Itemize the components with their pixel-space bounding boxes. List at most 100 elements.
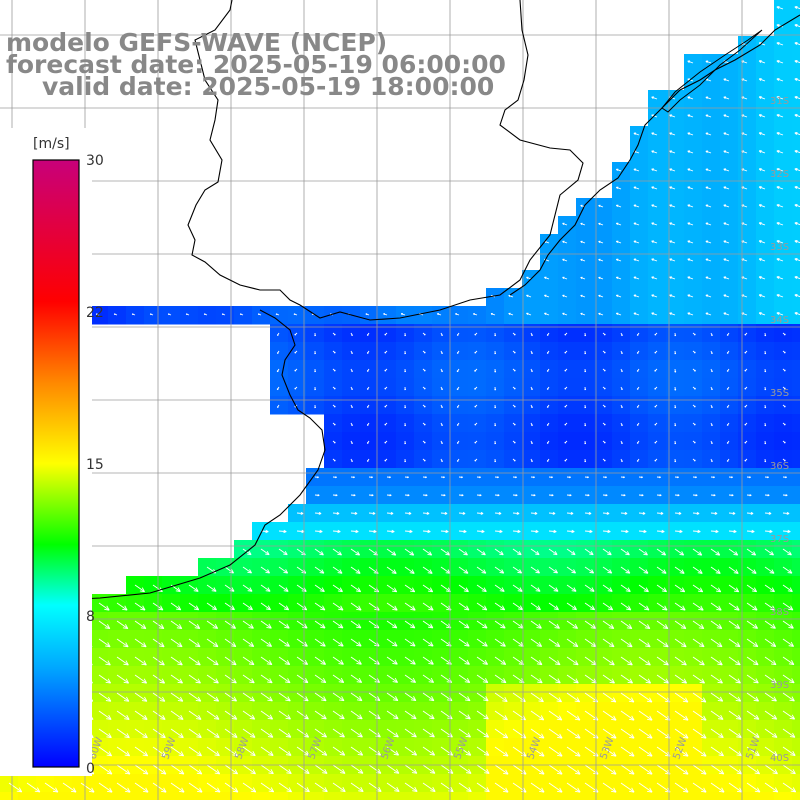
field-cell [684, 270, 703, 289]
field-cell [792, 18, 800, 37]
field-cell [36, 306, 55, 325]
wind-arrow [710, 422, 713, 427]
wind-arrow [404, 368, 407, 373]
field-cell [684, 180, 703, 199]
wind-arrow [474, 350, 478, 354]
field-cell [612, 270, 631, 289]
field-cell [792, 792, 800, 800]
wind-arrow [422, 404, 426, 408]
field-cell [720, 90, 739, 109]
field-cell [432, 306, 451, 325]
field-cell [792, 576, 800, 595]
wind-arrow [615, 312, 622, 316]
field-cell [792, 468, 800, 487]
wind-arrow [422, 332, 426, 336]
wind-arrow [776, 240, 784, 244]
wind-arrow [562, 294, 568, 298]
wind-arrow [726, 332, 730, 336]
wind-arrow [758, 132, 766, 136]
wind-arrow [776, 78, 784, 82]
field-cell [756, 792, 775, 800]
wind-arrow [598, 276, 604, 280]
wind-arrow [474, 386, 478, 390]
field-cell [720, 180, 739, 199]
field-cell [666, 270, 685, 289]
field-cell [684, 54, 703, 73]
wind-arrow [584, 440, 587, 445]
field-cell [774, 216, 793, 235]
field-cell [792, 702, 800, 721]
field-cell [720, 108, 739, 127]
field-cell [0, 792, 19, 800]
wind-arrow [620, 350, 623, 355]
field-cell [468, 450, 487, 469]
field-cell [792, 450, 800, 469]
wind-arrow [275, 313, 280, 316]
field-cell [792, 522, 800, 541]
wind-arrow [687, 60, 694, 64]
field-cell [720, 144, 739, 163]
wind-arrow [723, 132, 730, 136]
wind-arrow [546, 404, 550, 408]
field-cell [684, 306, 703, 325]
wind-arrow [776, 186, 784, 190]
field-cell [594, 216, 613, 235]
wind-arrow [508, 312, 514, 316]
wind-arrow [758, 276, 766, 280]
field-cell [702, 198, 721, 217]
wind-arrow [602, 386, 606, 390]
wind-arrow [782, 350, 786, 354]
wind-arrow [350, 440, 353, 445]
wind-arrow [669, 276, 676, 280]
wind-arrow [758, 294, 766, 298]
wind-arrow [633, 168, 640, 172]
wind-arrow [456, 368, 460, 373]
wind-arrow [384, 440, 388, 444]
field-cell [756, 252, 775, 271]
field-cell [756, 180, 775, 199]
field-cell [648, 324, 667, 343]
wind-arrow [744, 440, 748, 444]
wind-arrow [580, 276, 586, 280]
lat-label: 34S [770, 315, 789, 326]
field-cell [54, 306, 73, 325]
lat-label: 39S [770, 680, 789, 691]
field-cell [522, 288, 541, 307]
wind-arrow [710, 350, 713, 355]
wind-arrow [404, 422, 407, 427]
field-cell [144, 792, 163, 800]
field-cell [774, 36, 793, 55]
wind-arrow [584, 404, 587, 409]
field-cell [288, 378, 307, 397]
field-cell [594, 306, 613, 325]
wind-arrow [615, 258, 622, 262]
field-cell [738, 144, 757, 163]
wind-arrow [620, 368, 623, 373]
wind-arrow [384, 368, 388, 372]
wind-arrow [440, 404, 443, 409]
wind-arrow [633, 132, 640, 136]
field-cell [558, 378, 577, 397]
wind-arrow [167, 313, 172, 316]
field-cell [738, 90, 757, 109]
wind-arrow [384, 404, 388, 408]
wind-arrow [633, 294, 640, 298]
field-cell [648, 414, 667, 433]
wind-arrow [456, 386, 460, 391]
wind-arrow [526, 312, 532, 316]
field-cell [720, 270, 739, 289]
wind-arrow [633, 312, 640, 316]
field-cell [378, 450, 397, 469]
field-cell [792, 360, 800, 379]
wind-arrow [294, 350, 298, 354]
field-cell [576, 792, 595, 800]
field-cell [792, 72, 800, 91]
field-cell [720, 234, 739, 253]
wind-arrow [636, 440, 640, 444]
wind-arrow [687, 168, 694, 172]
field-cell [666, 126, 685, 145]
field-cell [756, 144, 775, 163]
field-cell [666, 162, 685, 181]
wind-arrow [726, 350, 730, 354]
